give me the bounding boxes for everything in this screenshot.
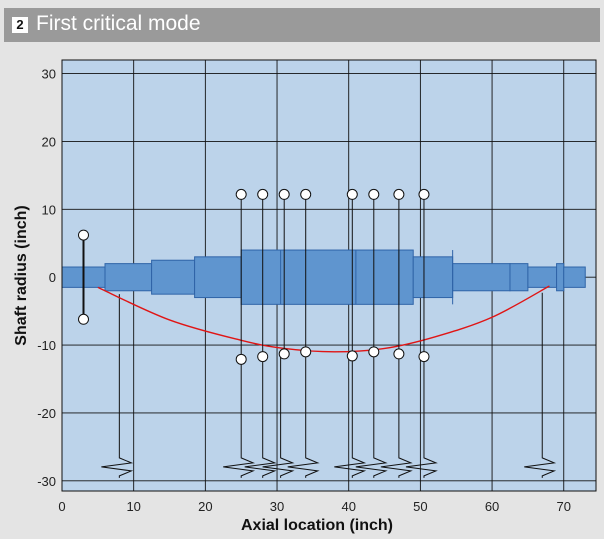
- shaft-segment: [563, 266, 586, 288]
- support-spring: [355, 351, 388, 478]
- x-tick-label: 20: [198, 499, 212, 514]
- station-marker-bottom: [278, 348, 290, 360]
- station-marker-top: [368, 188, 380, 200]
- plot-border: [61, 59, 597, 492]
- end-station-marker-bottom: [78, 313, 90, 325]
- shaft-segment: [412, 256, 454, 299]
- shaft-segment: [151, 259, 196, 295]
- y-tick-label: 30: [42, 67, 56, 82]
- station-marker-bottom: [418, 351, 430, 363]
- station-marker-top: [393, 188, 405, 200]
- supports: [101, 292, 557, 478]
- station-marker-top: [235, 188, 247, 200]
- end-station-marker-top: [78, 229, 90, 241]
- y-tick-label: -30: [37, 474, 56, 489]
- shaft-segment: [240, 249, 414, 305]
- disk-stations: [235, 188, 430, 365]
- y-tick-label: -20: [37, 406, 56, 421]
- x-tick-label: 30: [270, 499, 284, 514]
- tick-labels: 0 10 20 30 40 50 60 70 30 20 10 0 -10 -20 -30: [37, 67, 571, 514]
- shaft: [61, 249, 586, 305]
- support-spring: [223, 359, 256, 478]
- shaft-segment: [556, 263, 565, 292]
- support-spring: [334, 355, 367, 478]
- x-tick-label: 70: [557, 499, 571, 514]
- chart-title: First critical mode: [36, 12, 201, 35]
- x-tick-label: 0: [58, 499, 65, 514]
- figure-number-badge: 2: [12, 17, 28, 33]
- x-tick-label: 10: [126, 499, 140, 514]
- x-tick-label: 40: [341, 499, 355, 514]
- shaft-segment: [194, 256, 242, 299]
- station-marker-top: [346, 188, 358, 200]
- support-spring: [524, 292, 557, 478]
- shaft-segment: [509, 263, 529, 292]
- y-axis-label: Shaft radius (inch): [13, 205, 30, 345]
- station-marker-bottom: [393, 348, 405, 360]
- support-spring: [287, 351, 320, 478]
- support-spring: [380, 353, 413, 478]
- support-spring: [244, 356, 277, 478]
- shaft-segment: [527, 266, 558, 288]
- shaft-segment: [104, 263, 153, 292]
- station-marker-bottom: [300, 346, 312, 358]
- shaft-segment: [452, 263, 511, 292]
- station-marker-bottom: [368, 346, 380, 358]
- station-marker-bottom: [235, 353, 247, 365]
- station-marker-top: [300, 188, 312, 200]
- station-marker-top: [257, 188, 269, 200]
- x-axis-label: Axial location (inch): [241, 517, 393, 534]
- station-marker-top: [278, 188, 290, 200]
- y-tick-label: 0: [49, 270, 56, 285]
- mode-shape-curve: [97, 285, 550, 353]
- y-tick-label: 10: [42, 202, 56, 217]
- support-spring: [262, 353, 295, 478]
- x-tick-label: 60: [485, 499, 499, 514]
- station-marker-bottom: [257, 351, 269, 363]
- y-tick-label: -10: [37, 338, 56, 353]
- station-marker-top: [418, 188, 430, 200]
- chart-header-bar: [4, 8, 600, 42]
- support-spring: [405, 356, 438, 478]
- x-tick-label: 50: [413, 499, 427, 514]
- support-spring: [101, 294, 134, 478]
- y-tick-label: 20: [42, 134, 56, 149]
- station-marker-bottom: [346, 350, 358, 362]
